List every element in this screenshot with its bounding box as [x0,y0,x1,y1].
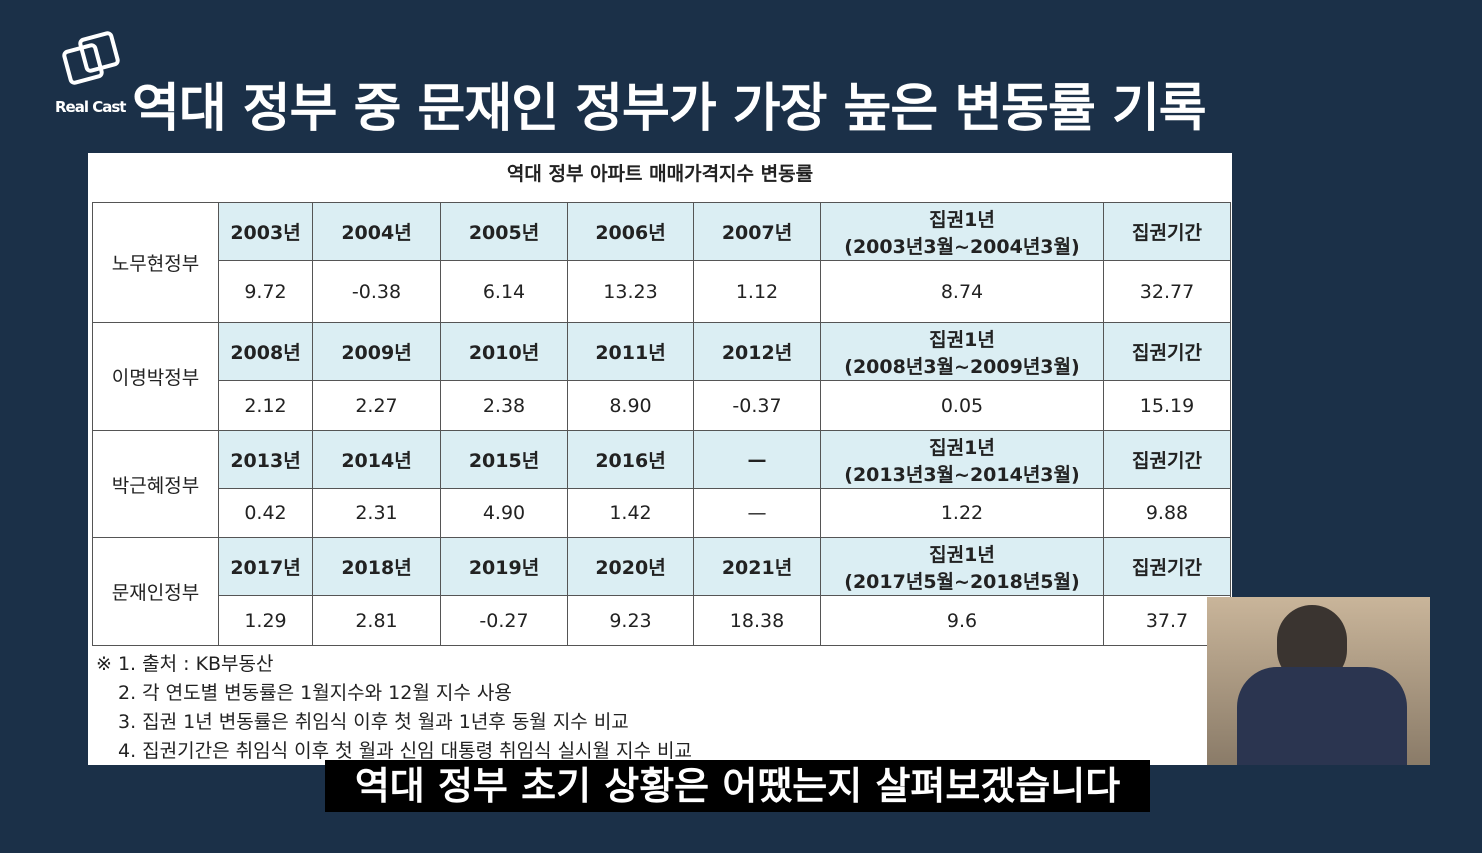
year-header: 2018년 [312,537,441,596]
term-header-line: (2017년5월~2018년5월) [844,570,1080,593]
value-cell: 1.12 [693,260,821,323]
value-cell: 2.27 [312,380,441,431]
government-name: 박근혜정부 [92,430,219,538]
year-header: 2016년 [567,430,694,489]
value-cell: 15.19 [1103,380,1231,431]
term-header: 집권1년 (2013년3월~2014년3월) [820,430,1104,489]
period-header: 집권기간 [1103,322,1231,381]
year-header: 2021년 [693,537,821,596]
value-cell: 13.23 [567,260,694,323]
year-header: 2012년 [693,322,821,381]
term-header: 집권1년 (2017년5월~2018년5월) [820,537,1104,596]
period-header: 집권기간 [1103,430,1231,489]
year-header: 2005년 [440,202,568,261]
year-header: 2003년 [218,202,313,261]
term-header-line: (2003년3월~2004년3월) [844,235,1080,258]
note: 4. 집권기간은 취임식 이후 첫 월과 신임 대통령 취임식 실시월 지수 비… [118,740,693,762]
caption: 역대 정부 초기 상황은 어땠는지 살펴보겠습니다 [325,760,1150,812]
government-name: 이명박정부 [92,322,219,431]
term-header-line: 집권1년 [929,208,995,231]
year-header: 2017년 [218,537,313,596]
value-cell: -0.37 [693,380,821,431]
value-cell: 2.12 [218,380,313,431]
value-cell: 2.81 [312,595,441,646]
note: ※ 1. 출처 : KB부동산 [96,653,274,675]
term-header-line: 집권1년 [929,436,995,459]
year-header: 2006년 [567,202,694,261]
term-header-line: (2013년3월~2014년3월) [844,463,1080,486]
value-cell: 1.42 [567,488,694,538]
value-cell: 4.90 [440,488,568,538]
year-header: 2009년 [312,322,441,381]
year-header: 2019년 [440,537,568,596]
value-cell: 2.38 [440,380,568,431]
government-name: 노무현정부 [92,202,219,323]
presenter-body [1237,667,1407,765]
value-cell: 9.88 [1103,488,1231,538]
value-cell: 1.29 [218,595,313,646]
year-header: — [693,430,821,489]
note: 2. 각 연도별 변동률은 1월지수와 12월 지수 사용 [118,682,512,704]
term-header-line: 집권1년 [929,543,995,566]
period-header: 집권기간 [1103,537,1231,596]
value-cell: — [693,488,821,538]
logo-icon [62,31,120,85]
period-header: 집권기간 [1103,202,1231,261]
value-cell: 6.14 [440,260,568,323]
value-cell: -0.38 [312,260,441,323]
value-cell: 8.90 [567,380,694,431]
value-cell: 0.42 [218,488,313,538]
year-header: 2020년 [567,537,694,596]
value-cell: 32.77 [1103,260,1231,323]
logo-text: Real Cast [55,98,126,116]
value-cell: 9.6 [820,595,1104,646]
value-cell: 0.05 [820,380,1104,431]
year-header: 2010년 [440,322,568,381]
year-header: 2004년 [312,202,441,261]
year-header: 2008년 [218,322,313,381]
value-cell: 8.74 [820,260,1104,323]
year-header: 2013년 [218,430,313,489]
term-header: 집권1년 (2008년3월~2009년3월) [820,322,1104,381]
table-title: 역대 정부 아파트 매매가격지수 변동률 [506,163,814,185]
value-cell: 18.38 [693,595,821,646]
year-header: 2011년 [567,322,694,381]
value-cell: 1.22 [820,488,1104,538]
term-header-line: (2008년3월~2009년3월) [844,355,1080,378]
logo: Real Cast [55,28,135,118]
value-cell: 2.31 [312,488,441,538]
note: 3. 집권 1년 변동률은 취임식 이후 첫 월과 1년후 동월 지수 비교 [118,711,629,733]
presenter-video [1207,597,1430,765]
value-cell: 9.72 [218,260,313,323]
year-header: 2007년 [693,202,821,261]
government-name: 문재인정부 [92,537,219,646]
title: 역대 정부 중 문재인 정부가 가장 높은 변동률 기록 [132,79,1207,139]
term-header: 집권1년 (2003년3월~2004년3월) [820,202,1104,261]
value-cell: 9.23 [567,595,694,646]
year-header: 2015년 [440,430,568,489]
value-cell: -0.27 [440,595,568,646]
term-header-line: 집권1년 [929,328,995,351]
year-header: 2014년 [312,430,441,489]
